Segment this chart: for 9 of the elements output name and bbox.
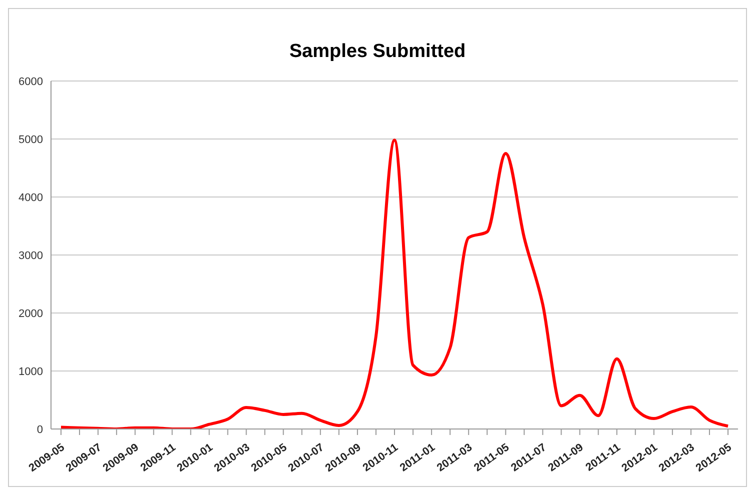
y-tick-label: 3000 — [18, 250, 43, 262]
y-tick-label: 1000 — [18, 366, 43, 378]
y-tick-label: 5000 — [18, 134, 43, 146]
y-tick-label: 4000 — [18, 192, 43, 204]
y-tick-label: 2000 — [18, 308, 43, 320]
chart-title: Samples Submitted — [288, 40, 467, 62]
y-tick-label: 0 — [36, 424, 43, 436]
y-tick-label: 6000 — [18, 76, 43, 88]
line-series — [60, 138, 730, 429]
